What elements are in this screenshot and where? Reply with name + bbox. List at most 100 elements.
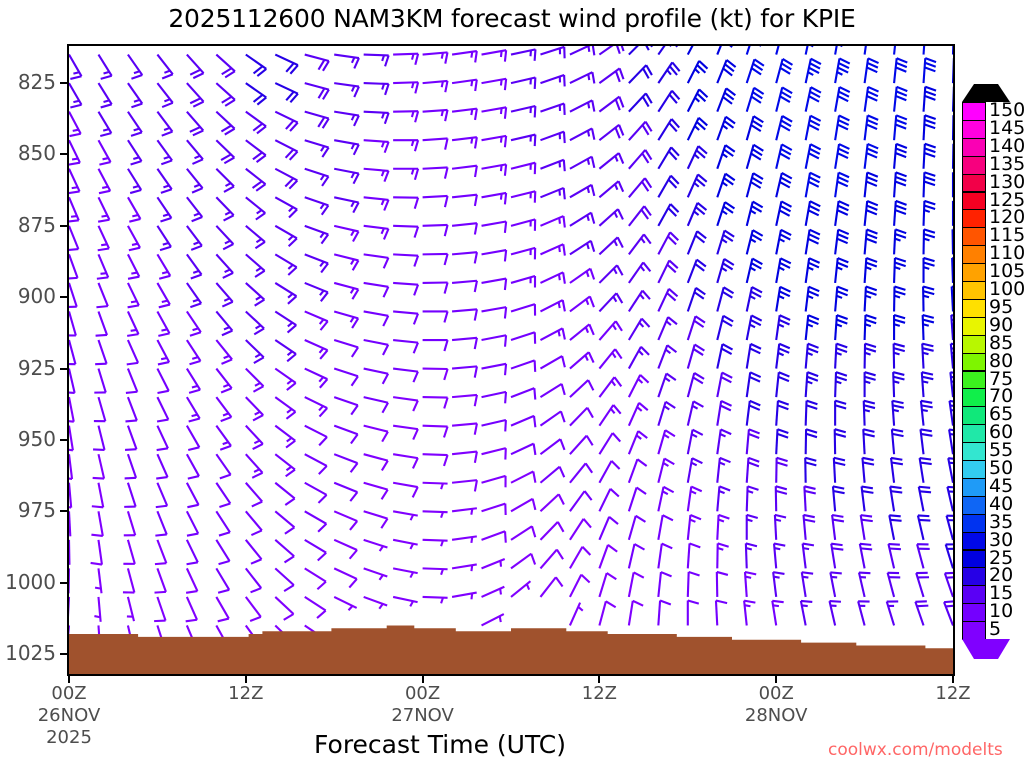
x-year-label: 2025 bbox=[46, 727, 92, 748]
colorbar-swatch bbox=[962, 442, 986, 461]
x-tick-label: 00Z bbox=[51, 683, 87, 704]
wind-barb-field bbox=[69, 46, 953, 651]
colorbar-swatch bbox=[962, 334, 986, 354]
colorbar-tick-label: 10 bbox=[989, 600, 1014, 623]
x-date-label: 27NOV bbox=[391, 705, 454, 726]
y-tick-label: 900 bbox=[17, 284, 56, 309]
y-tick-label: 875 bbox=[17, 212, 56, 237]
colorbar-tick-label: 80 bbox=[989, 349, 1014, 372]
terrain-fill bbox=[69, 625, 953, 674]
y-tick-label: 975 bbox=[17, 498, 56, 523]
colorbar-swatch bbox=[962, 227, 986, 247]
colorbar-tick-label: 5 bbox=[989, 618, 1002, 641]
colorbar-swatch bbox=[962, 191, 986, 211]
colorbar-swatch bbox=[962, 495, 986, 515]
colorbar-tick-label: 20 bbox=[989, 564, 1014, 587]
colorbar-tick-label: 125 bbox=[989, 188, 1024, 211]
colorbar-tick-label: 145 bbox=[989, 116, 1024, 139]
colorbar: 150 145 140 135 130 125 120 115 110 105 100 95 90 85 8… bbox=[962, 84, 1024, 659]
y-tick-label: 925 bbox=[17, 355, 56, 380]
colorbar-swatch bbox=[962, 263, 986, 282]
colorbar-tick-label: 60 bbox=[989, 421, 1014, 444]
colorbar-tick-label: 55 bbox=[989, 439, 1014, 462]
colorbar-swatch bbox=[962, 549, 986, 569]
colorbar-tick-label: 40 bbox=[989, 492, 1014, 515]
colorbar-swatch bbox=[962, 567, 986, 587]
colorbar-swatch bbox=[962, 460, 986, 479]
y-tick-mark bbox=[60, 296, 68, 299]
colorbar-swatch bbox=[962, 119, 986, 139]
colorbar-tick-label: 45 bbox=[989, 474, 1014, 497]
y-tick-mark bbox=[60, 438, 68, 441]
x-tick-label: 12Z bbox=[228, 683, 264, 704]
colorbar-swatch bbox=[962, 298, 986, 318]
colorbar-swatch bbox=[962, 352, 986, 372]
x-tick-label: 12Z bbox=[935, 683, 971, 704]
y-tick-mark bbox=[60, 581, 68, 584]
x-axis-title: Forecast Time (UTC) bbox=[314, 730, 566, 759]
colorbar-swatch bbox=[962, 513, 986, 533]
y-tick-mark bbox=[60, 653, 68, 656]
colorbar-tick-label: 120 bbox=[989, 206, 1024, 229]
y-tick-label: 850 bbox=[17, 141, 56, 166]
colorbar-tick-label: 150 bbox=[989, 99, 1024, 121]
colorbar-swatch bbox=[962, 281, 986, 300]
colorbar-swatch bbox=[962, 531, 986, 551]
y-tick-mark bbox=[60, 153, 68, 156]
colorbar-swatch bbox=[962, 370, 986, 390]
colorbar-tick-label: 75 bbox=[989, 367, 1014, 390]
x-date-label: 28NOV bbox=[744, 705, 808, 726]
colorbar-swatch bbox=[962, 245, 986, 265]
y-tick-label: 1025 bbox=[5, 641, 56, 666]
colorbar-tick-label: 30 bbox=[989, 528, 1014, 551]
x-tick-mark bbox=[421, 675, 424, 683]
x-tick-label: 00Z bbox=[404, 683, 441, 704]
colorbar-tick-label: 35 bbox=[989, 510, 1014, 533]
colorbar-tick-label: 65 bbox=[989, 403, 1014, 426]
colorbar-tick-label: 70 bbox=[989, 385, 1014, 408]
colorbar-swatch bbox=[962, 621, 986, 640]
chart-title: 2025112600 NAM3KM forecast wind profile … bbox=[168, 4, 856, 33]
x-tick-mark bbox=[68, 675, 70, 683]
colorbar-tick-label: 95 bbox=[989, 295, 1014, 318]
colorbar-swatch bbox=[962, 137, 986, 157]
colorbar-tick-label: 85 bbox=[989, 331, 1014, 354]
y-tick-mark bbox=[60, 510, 68, 513]
colorbar-swatch bbox=[962, 388, 986, 408]
y-tick-label: 950 bbox=[17, 426, 56, 451]
colorbar-swatch bbox=[962, 209, 986, 229]
colorbar-tick-label: 105 bbox=[989, 260, 1024, 283]
colorbar-tick-label: 50 bbox=[989, 457, 1014, 479]
colorbar-tick-label: 15 bbox=[989, 582, 1014, 605]
colorbar-under-arrow bbox=[962, 639, 1010, 659]
colorbar-over-arrow bbox=[962, 84, 1010, 102]
y-tick-mark bbox=[60, 224, 68, 227]
colorbar-swatch bbox=[962, 406, 986, 426]
y-tick-mark bbox=[60, 82, 68, 85]
colorbar-tick-label: 110 bbox=[989, 242, 1024, 265]
x-date-label: 26NOV bbox=[37, 705, 101, 726]
x-tick-label: 00Z bbox=[758, 683, 794, 704]
site-watermark: coolwx.com/modelts bbox=[828, 740, 1003, 760]
colorbar-swatch bbox=[962, 155, 986, 175]
x-tick-mark bbox=[598, 675, 601, 683]
colorbar-tick-label: 100 bbox=[989, 278, 1024, 300]
plot-area bbox=[67, 44, 955, 676]
colorbar-tick-label: 90 bbox=[989, 313, 1014, 336]
colorbar-swatch bbox=[962, 477, 986, 497]
colorbar-tick-label: 135 bbox=[989, 152, 1024, 175]
colorbar-swatch bbox=[962, 424, 986, 444]
colorbar-tick-label: 140 bbox=[989, 134, 1024, 157]
colorbar-tick-label: 25 bbox=[989, 546, 1014, 569]
colorbar-tick-label: 130 bbox=[989, 170, 1024, 193]
x-tick-mark bbox=[775, 675, 778, 683]
colorbar-swatch bbox=[962, 585, 986, 605]
colorbar-swatch bbox=[962, 102, 986, 121]
colorbar-swatch bbox=[962, 316, 986, 336]
x-tick-mark bbox=[244, 675, 247, 683]
y-tick-mark bbox=[60, 367, 68, 370]
y-tick-label: 1000 bbox=[5, 569, 56, 594]
colorbar-swatch bbox=[962, 173, 986, 193]
y-tick-label: 825 bbox=[17, 70, 56, 95]
x-tick-label: 12Z bbox=[581, 683, 618, 704]
